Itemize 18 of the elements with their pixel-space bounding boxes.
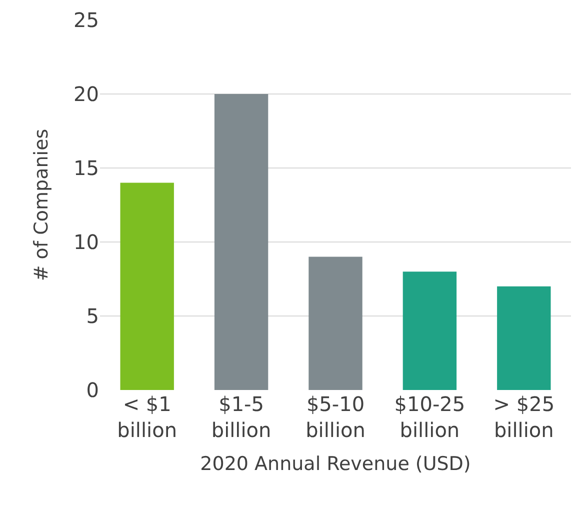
x-tick-label: $1-5 billion: [211, 392, 272, 442]
bar: [308, 256, 362, 390]
y-tick-label: 0: [86, 378, 99, 402]
x-axis-title: 2020 Annual Revenue (USD): [200, 452, 471, 475]
y-tick-label: 25: [74, 8, 99, 32]
x-tick-label: $10-25 billion: [394, 392, 466, 442]
y-axis-title: # of Companies: [30, 128, 52, 282]
y-tick-label: 10: [74, 230, 99, 254]
y-tick-label: 15: [74, 156, 99, 180]
bar: [214, 94, 268, 390]
bar: [497, 286, 551, 390]
bar: [120, 182, 174, 390]
y-tick-label: 5: [86, 304, 99, 328]
x-tick-label: < $1 billion: [117, 392, 178, 442]
x-tick-label: > $25 billion: [493, 392, 555, 442]
x-tick-label: $5-10 billion: [306, 392, 366, 442]
y-tick-label: 20: [74, 82, 99, 106]
bar: [402, 272, 457, 390]
